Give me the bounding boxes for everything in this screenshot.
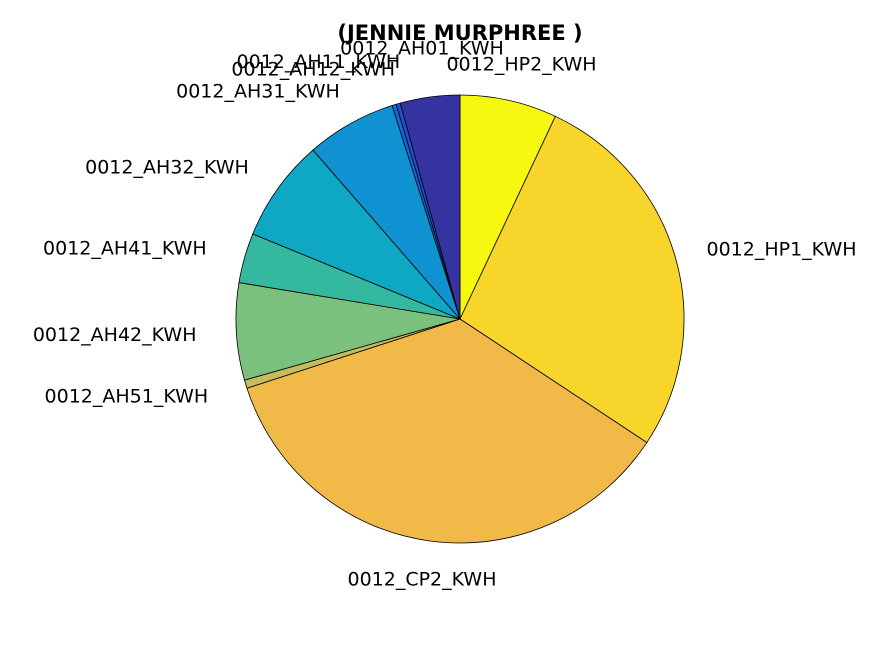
pie-label-0012-ah51-kwh: 0012_AH51_KWH [45,385,209,407]
pie-slice-0012-hp1-kwh [459,115,685,444]
pie-label-0012-hp1-kwh: 0012_HP1_KWH [707,238,857,260]
pie-label-0012-ah42-kwh: 0012_AH42_KWH [33,324,197,346]
pie-label-0012-ah12-kwh: 0012_AH12_KWH [231,59,395,81]
pie-label-0012-ah31-kwh: 0012_AH31_KWH [176,81,340,103]
pie-label-0012-cp2-kwh: 0012_CP2_KWH [347,569,496,591]
pie-slice-0012-ah32-kwh [252,149,461,320]
pie-slices [235,94,685,544]
pie-label-0012-hp2-kwh: 0012_HP2_KWH [446,53,596,75]
pie-label-0012-ah01-kwh: 0012_AH01_KWH [340,37,504,59]
pie-slice-0012-ah01-kwh [399,94,461,320]
pie-label-0012-ah41-kwh: 0012_AH41_KWH [43,238,207,260]
pie-label-0012-ah32-kwh: 0012_AH32_KWH [85,156,249,178]
pie-label-0012-ah11-kwh: 0012_AH11_KWH [237,51,401,73]
pie-slice-0012-cp2-kwh [246,318,648,544]
pie-labels: 0012_HP2_KWH 0012_HP1_KWH 0012_CP2_KWH 0012… [33,37,857,590]
chart-title: (JENNIE MURPHREE ) [337,21,582,45]
